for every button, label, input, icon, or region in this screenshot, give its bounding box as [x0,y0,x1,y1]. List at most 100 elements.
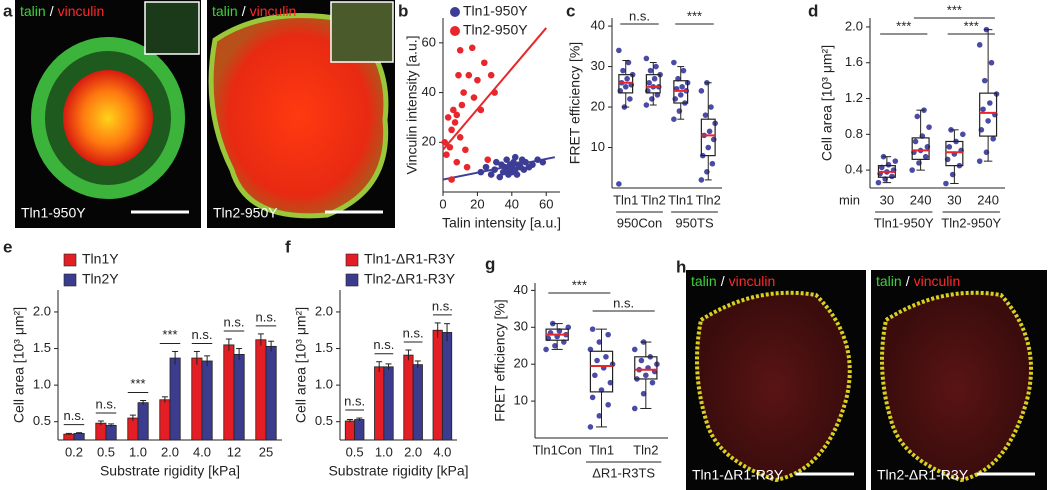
bar [255,339,267,441]
bar [95,422,107,441]
x-tick-label: Tln2 [641,192,666,207]
x-tick-label: 40 [505,196,519,211]
bar [105,424,117,441]
data-point [594,357,600,364]
stain-word: / [906,273,910,289]
data-point [988,59,995,66]
stain-word: talin [691,273,717,289]
data-point [914,113,921,120]
y-tick-label: 0.4 [845,162,863,177]
scatter-point [511,166,519,173]
stain-word: / [242,3,246,19]
bar [432,329,443,441]
data-point [679,84,685,90]
data-point [649,96,655,102]
cell-label: Tln1-950Y [21,205,86,221]
scatter-point [455,71,462,79]
data-point [704,169,710,175]
legend-marker [450,26,460,36]
y-tick-label: 20 [422,134,436,149]
data-point [671,59,677,66]
legend-swatch [63,253,77,267]
x-tick-label: Tln1 [668,192,693,207]
bar [265,345,277,441]
group-label: ΔR1-R3TS [592,465,655,480]
box [589,350,614,393]
y-tick-label: 0.5 [315,413,333,428]
data-point [631,346,638,353]
scatter-point [487,71,495,79]
x-tick-label: 240 [977,192,999,207]
significance: *** [947,2,962,17]
scatter-point [480,59,488,67]
data-point [624,75,630,82]
scatter-point [450,106,457,114]
inset [330,1,394,63]
scatter-point [456,134,464,141]
data-point [981,77,988,84]
scatter-point [448,126,455,134]
scatter-point [470,94,478,101]
stain-label: talin / vinculin [876,273,960,289]
bar [127,417,139,441]
box [911,137,930,160]
cell-body [880,290,1034,483]
panel-letter: d [808,1,818,20]
box [945,140,964,167]
data-point [605,401,611,408]
significance: n.s. [344,393,365,408]
significance: n.s. [256,309,277,324]
data-point [943,180,949,187]
y-axis-label: FRET efficiency [%] [567,42,583,164]
y-axis-label: Cell area [10³ μm²] [293,307,309,423]
scatter-point [460,89,467,96]
data-point [620,67,626,74]
data-point [607,379,614,386]
x-tick-label: 4.0 [433,444,451,459]
legend-label: Tln2Y [82,271,119,287]
scatter-point [520,166,528,173]
y-axis-label: FRET efficiency [%] [492,299,508,421]
scatter-point [446,143,454,151]
data-point [653,63,659,70]
bar [412,364,423,441]
stain-word: vinculin [914,273,961,289]
fit-line [442,156,556,181]
stain-label: talin / vinculin [20,3,104,19]
scatter-point [484,156,492,163]
x-tick-label: 2.0 [161,444,179,459]
significance: *** [572,277,587,292]
significance: n.s. [629,8,650,23]
scatter-point [444,114,452,121]
legend-label: Tln2-ΔR1-R3Y [364,271,456,287]
x-tick-label: Tln2 [633,442,658,457]
stain-word: vinculin [58,3,105,19]
data-point [649,379,656,386]
data-point [892,158,899,164]
data-point [640,390,647,397]
bar [191,357,203,441]
data-point [912,138,919,145]
box [618,74,634,94]
data-point [946,144,953,150]
scatter-point [458,101,466,109]
x-tick-label: Tln1 [613,192,638,207]
scatter-point [474,76,481,84]
y-tick-label: 10 [514,393,528,408]
y-tick-label: 40 [591,18,605,33]
scatter-point [499,168,507,176]
bar [441,332,453,441]
legend-swatch [345,273,359,287]
scatter-point [456,47,464,54]
x-tick-label: 0.5 [346,444,364,459]
significance: *** [896,18,911,33]
data-point [960,131,966,138]
data-point [643,102,650,108]
data-point [596,413,603,419]
box [673,80,689,104]
x-tick-label: Tln2 [696,192,721,207]
y-axis-label: Vinculin intensity [a.u.] [404,35,420,174]
data-point [589,326,596,332]
legend-swatch [63,273,77,287]
